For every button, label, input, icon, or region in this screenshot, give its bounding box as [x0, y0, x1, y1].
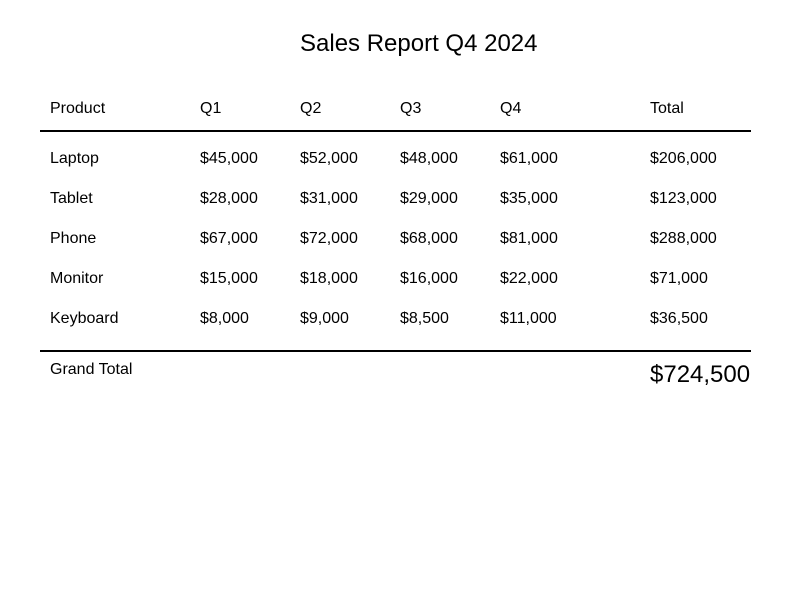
grand-total-label: Grand Total	[50, 361, 133, 378]
table-cell-product: Laptop	[50, 150, 99, 167]
table-cell-q2: $18,000	[300, 270, 358, 287]
table-cell-q1: $28,000	[200, 190, 258, 207]
table-cell-q1: $67,000	[200, 230, 258, 247]
table-cell-q2: $72,000	[300, 230, 358, 247]
column-header-q4: Q4	[500, 100, 522, 117]
table-cell-q4: $81,000	[500, 230, 558, 247]
table-cell-q2: $31,000	[300, 190, 358, 207]
column-header-total: Total	[650, 100, 684, 117]
table-cell-product: Monitor	[50, 270, 104, 287]
table-cell-q2: $52,000	[300, 150, 358, 167]
table-cell-q1: $15,000	[200, 270, 258, 287]
column-header-q1: Q1	[200, 100, 222, 117]
table-cell-q4: $11,000	[500, 310, 557, 327]
table-cell-total: $123,000	[650, 190, 717, 207]
table-cell-product: Phone	[50, 230, 97, 247]
table-cell-product: Keyboard	[50, 310, 119, 327]
table-cell-q3: $48,000	[400, 150, 458, 167]
table-cell-q4: $22,000	[500, 270, 558, 287]
table-cell-q3: $29,000	[400, 190, 458, 207]
table-cell-total: $288,000	[650, 230, 717, 247]
table-cell-total: $36,500	[650, 310, 708, 327]
column-header-product: Product	[50, 100, 106, 117]
footer-divider	[40, 350, 751, 352]
table-cell-q3: $68,000	[400, 230, 458, 247]
table-cell-product: Tablet	[50, 190, 93, 207]
table-cell-q4: $35,000	[500, 190, 558, 207]
column-header-q3: Q3	[400, 100, 422, 117]
grand-total-value: $724,500	[650, 361, 751, 388]
table-cell-total: $71,000	[650, 270, 708, 287]
table-cell-q4: $61,000	[500, 150, 558, 167]
table-cell-q1: $8,000	[200, 310, 249, 327]
table-cell-q3: $16,000	[400, 270, 458, 287]
table-cell-q3: $8,500	[400, 310, 449, 327]
report-title: Sales Report Q4 2024	[300, 30, 538, 57]
header-divider	[40, 130, 751, 132]
table-cell-q1: $45,000	[200, 150, 258, 167]
column-header-q2: Q2	[300, 100, 322, 117]
table-cell-total: $206,000	[650, 150, 717, 167]
table-cell-q2: $9,000	[300, 310, 349, 327]
